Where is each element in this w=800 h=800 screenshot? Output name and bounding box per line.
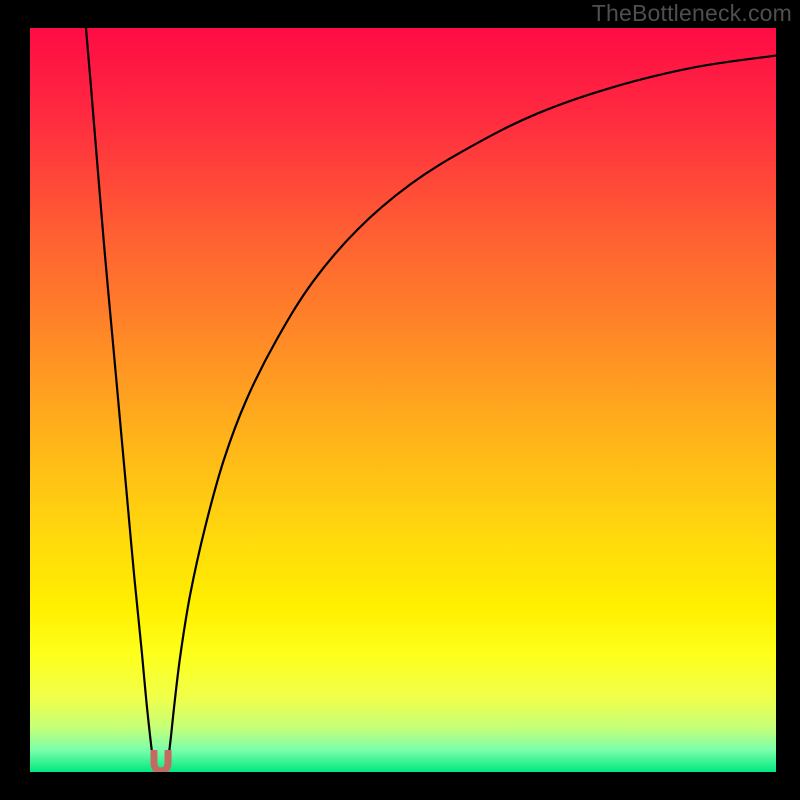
right-curve [169, 56, 776, 756]
bottleneck-curves [30, 28, 776, 772]
chart-container: TheBottleneck.com [0, 0, 800, 800]
plot-area [30, 28, 776, 772]
left-curve [86, 28, 152, 756]
optimal-point-marker [150, 750, 172, 772]
watermark-text: TheBottleneck.com [592, 0, 792, 27]
